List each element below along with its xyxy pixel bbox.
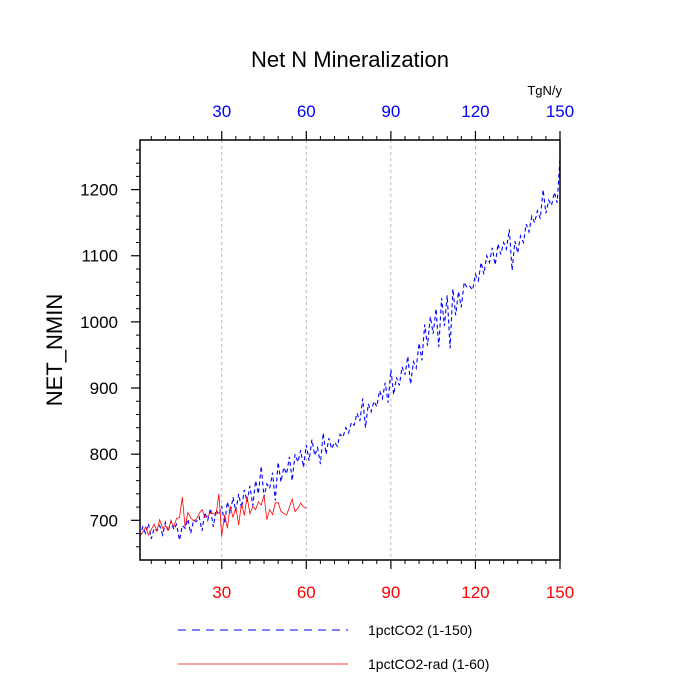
y-tick-label-1100: 1100 [81, 247, 118, 266]
x-bottom-tick-label-90: 90 [381, 583, 400, 602]
legend: 1pctCO2 (1-150) 1pctCO2-rad (1-60) [178, 622, 489, 672]
x-top-tick-label-30: 30 [212, 102, 231, 121]
y-tick-label-900: 900 [90, 379, 118, 398]
y-tick-label-700: 700 [90, 511, 118, 530]
x-bottom-tick-label-120: 120 [461, 583, 489, 602]
legend-label-1pctco2: 1pctCO2 (1-150) [368, 622, 472, 638]
series-line-1pctco2-rad [139, 493, 307, 537]
x-bottom-tick-label-150: 150 [546, 583, 574, 602]
y-tick-label-1000: 1000 [80, 313, 118, 332]
series-layer [139, 157, 561, 541]
x-bottom-tick-label-30: 30 [212, 583, 231, 602]
x-top-tick-label-90: 90 [381, 102, 400, 121]
chart-title: Net N Mineralization [251, 47, 449, 72]
x-top-tick-label-60: 60 [297, 102, 316, 121]
x-bottom-tick-label-60: 60 [297, 583, 316, 602]
x-top-tick-label-150: 150 [546, 102, 574, 121]
units-label: TgN/y [527, 83, 562, 98]
plot-frame [139, 139, 561, 561]
y-tick-label-800: 800 [90, 445, 118, 464]
axis-tick-labels: 30 30 60 60 90 90 120 120 150 150 700 800 900 1000 110… [80, 102, 574, 602]
axis-ticks [131, 131, 561, 569]
y-axis-label: NET_NMIN [42, 294, 67, 406]
grid-lines [221, 140, 476, 560]
y-tick-label-1200: 1200 [80, 181, 118, 200]
legend-label-1pctco2-rad: 1pctCO2-rad (1-60) [368, 656, 489, 672]
x-top-tick-label-120: 120 [461, 102, 489, 121]
series-line-1pctco2 [139, 157, 561, 541]
